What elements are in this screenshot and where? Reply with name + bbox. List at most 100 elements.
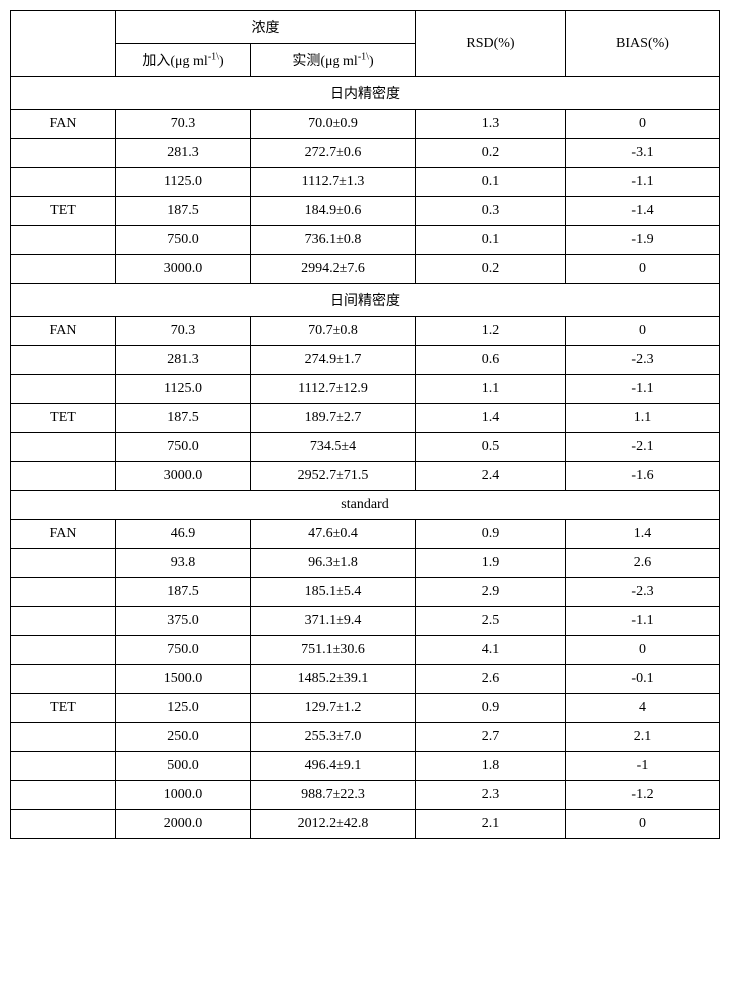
table-row: 1000.0988.7±22.32.3-1.2 <box>11 781 720 810</box>
cell-measured: 185.1±5.4 <box>251 578 416 607</box>
section-title: standard <box>11 491 720 520</box>
cell-rsd: 0.9 <box>416 520 566 549</box>
cell-rsd: 0.1 <box>416 226 566 255</box>
cell-measured: 496.4±9.1 <box>251 752 416 781</box>
cell-rsd: 0.3 <box>416 197 566 226</box>
cell-measured: 189.7±2.7 <box>251 404 416 433</box>
cell-label <box>11 462 116 491</box>
cell-added: 281.3 <box>116 139 251 168</box>
cell-rsd: 4.1 <box>416 636 566 665</box>
cell-added: 750.0 <box>116 433 251 462</box>
cell-bias: -2.3 <box>566 578 720 607</box>
cell-rsd: 2.7 <box>416 723 566 752</box>
cell-rsd: 1.8 <box>416 752 566 781</box>
cell-label: FAN <box>11 317 116 346</box>
cell-rsd: 2.6 <box>416 665 566 694</box>
cell-label <box>11 752 116 781</box>
cell-bias: -1 <box>566 752 720 781</box>
cell-measured: 255.3±7.0 <box>251 723 416 752</box>
header-blank <box>11 11 116 77</box>
cell-added: 2000.0 <box>116 810 251 839</box>
table-row: FAN70.370.7±0.81.20 <box>11 317 720 346</box>
cell-added: 125.0 <box>116 694 251 723</box>
cell-added: 1125.0 <box>116 375 251 404</box>
cell-label <box>11 781 116 810</box>
cell-added: 46.9 <box>116 520 251 549</box>
header-concentration: 浓度 <box>116 11 416 44</box>
cell-rsd: 0.1 <box>416 168 566 197</box>
cell-measured: 751.1±30.6 <box>251 636 416 665</box>
section-title: 日间精密度 <box>11 284 720 317</box>
cell-bias: -1.1 <box>566 168 720 197</box>
cell-measured: 47.6±0.4 <box>251 520 416 549</box>
cell-added: 281.3 <box>116 346 251 375</box>
header-bias: BIAS(%) <box>566 11 720 77</box>
cell-bias: 0 <box>566 636 720 665</box>
cell-label <box>11 810 116 839</box>
table-row: 1125.01112.7±12.91.1-1.1 <box>11 375 720 404</box>
header-added: 加入(μg ml-1\) <box>116 44 251 77</box>
cell-bias: -3.1 <box>566 139 720 168</box>
table-row: 281.3274.9±1.70.6-2.3 <box>11 346 720 375</box>
cell-added: 1500.0 <box>116 665 251 694</box>
cell-added: 93.8 <box>116 549 251 578</box>
section-title-row: 日间精密度 <box>11 284 720 317</box>
cell-bias: 2.1 <box>566 723 720 752</box>
table-row: TET187.5189.7±2.71.41.1 <box>11 404 720 433</box>
cell-measured: 988.7±22.3 <box>251 781 416 810</box>
cell-rsd: 0.2 <box>416 139 566 168</box>
cell-added: 187.5 <box>116 578 251 607</box>
cell-measured: 70.7±0.8 <box>251 317 416 346</box>
cell-label: FAN <box>11 520 116 549</box>
cell-measured: 129.7±1.2 <box>251 694 416 723</box>
table-row: 750.0751.1±30.64.10 <box>11 636 720 665</box>
table-row: 750.0736.1±0.80.1-1.9 <box>11 226 720 255</box>
cell-measured: 1112.7±12.9 <box>251 375 416 404</box>
cell-rsd: 2.5 <box>416 607 566 636</box>
cell-bias: -1.2 <box>566 781 720 810</box>
cell-measured: 274.9±1.7 <box>251 346 416 375</box>
cell-rsd: 1.3 <box>416 110 566 139</box>
cell-rsd: 1.4 <box>416 404 566 433</box>
cell-label <box>11 723 116 752</box>
precision-table: 浓度 RSD(%) BIAS(%) 加入(μg ml-1\) 实测(μg ml-… <box>10 10 720 839</box>
cell-label <box>11 375 116 404</box>
cell-bias: -1.1 <box>566 375 720 404</box>
cell-label <box>11 607 116 636</box>
table-row: TET187.5184.9±0.60.3-1.4 <box>11 197 720 226</box>
cell-label <box>11 226 116 255</box>
cell-measured: 736.1±0.8 <box>251 226 416 255</box>
table-row: 1125.01112.7±1.30.1-1.1 <box>11 168 720 197</box>
cell-label: TET <box>11 694 116 723</box>
table-row: 250.0255.3±7.02.72.1 <box>11 723 720 752</box>
header-measured: 实测(μg ml-1\) <box>251 44 416 77</box>
table-row: TET125.0129.7±1.20.94 <box>11 694 720 723</box>
cell-measured: 1112.7±1.3 <box>251 168 416 197</box>
cell-bias: -0.1 <box>566 665 720 694</box>
section-title: 日内精密度 <box>11 77 720 110</box>
header-measured-text: 实测(μg ml <box>292 54 357 69</box>
cell-rsd: 0.5 <box>416 433 566 462</box>
section-title-row: 日内精密度 <box>11 77 720 110</box>
cell-label: TET <box>11 404 116 433</box>
cell-added: 3000.0 <box>116 255 251 284</box>
cell-bias: -1.6 <box>566 462 720 491</box>
cell-bias: -2.3 <box>566 346 720 375</box>
cell-added: 70.3 <box>116 317 251 346</box>
cell-bias: 0 <box>566 810 720 839</box>
cell-label <box>11 168 116 197</box>
cell-rsd: 1.1 <box>416 375 566 404</box>
cell-bias: 0 <box>566 317 720 346</box>
section-title-row: standard <box>11 491 720 520</box>
table-row: 750.0734.5±40.5-2.1 <box>11 433 720 462</box>
table-body: 日内精密度FAN70.370.0±0.91.30281.3272.7±0.60.… <box>11 77 720 839</box>
header-added-close: ) <box>219 54 224 69</box>
cell-label <box>11 549 116 578</box>
cell-added: 500.0 <box>116 752 251 781</box>
cell-bias: 0 <box>566 110 720 139</box>
cell-measured: 2012.2±42.8 <box>251 810 416 839</box>
cell-added: 750.0 <box>116 636 251 665</box>
cell-rsd: 0.2 <box>416 255 566 284</box>
cell-label: TET <box>11 197 116 226</box>
cell-measured: 70.0±0.9 <box>251 110 416 139</box>
